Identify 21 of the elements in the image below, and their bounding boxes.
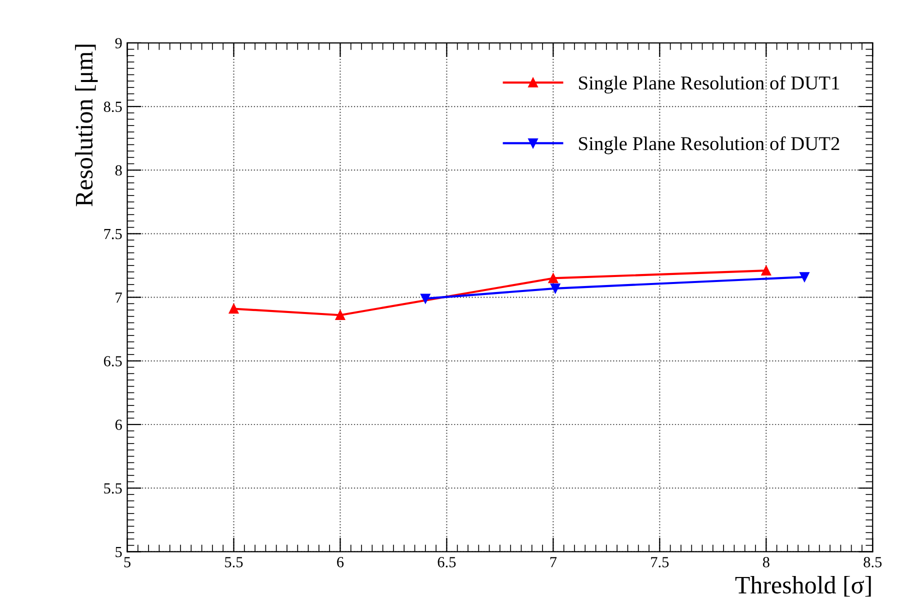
x-tick-label: 7.5 — [651, 557, 669, 568]
x-tick-label: 6.5 — [438, 557, 456, 568]
y-axis-title: Resolution [μm] — [75, 44, 98, 206]
legend-label: Single Plane Resolution of DUT1 — [579, 76, 840, 94]
y-tick-label: 8.5 — [104, 102, 122, 112]
y-tick-label: 9 — [115, 38, 122, 48]
y-tick-label: 5.5 — [104, 483, 122, 494]
x-tick-label: 8 — [762, 557, 770, 568]
y-tick-label: 7.5 — [104, 229, 122, 240]
y-tick-label: 8 — [115, 165, 122, 176]
y-tick-label: 6.5 — [104, 356, 122, 366]
x-tick-label: 7 — [550, 557, 557, 568]
x-axis-title: Threshold [σ] — [735, 576, 871, 597]
legend-label: Single Plane Resolution of DUT2 — [579, 136, 840, 154]
y-tick-label: 7 — [116, 292, 122, 303]
x-tick-label: 6 — [337, 557, 344, 568]
y-tick-label: 6 — [115, 420, 122, 430]
x-tick-label: 5.5 — [225, 557, 243, 568]
y-tick-label: 5 — [116, 546, 122, 558]
x-tick-label: 8.5 — [864, 557, 882, 568]
x-tick-label: 5 — [124, 557, 130, 568]
